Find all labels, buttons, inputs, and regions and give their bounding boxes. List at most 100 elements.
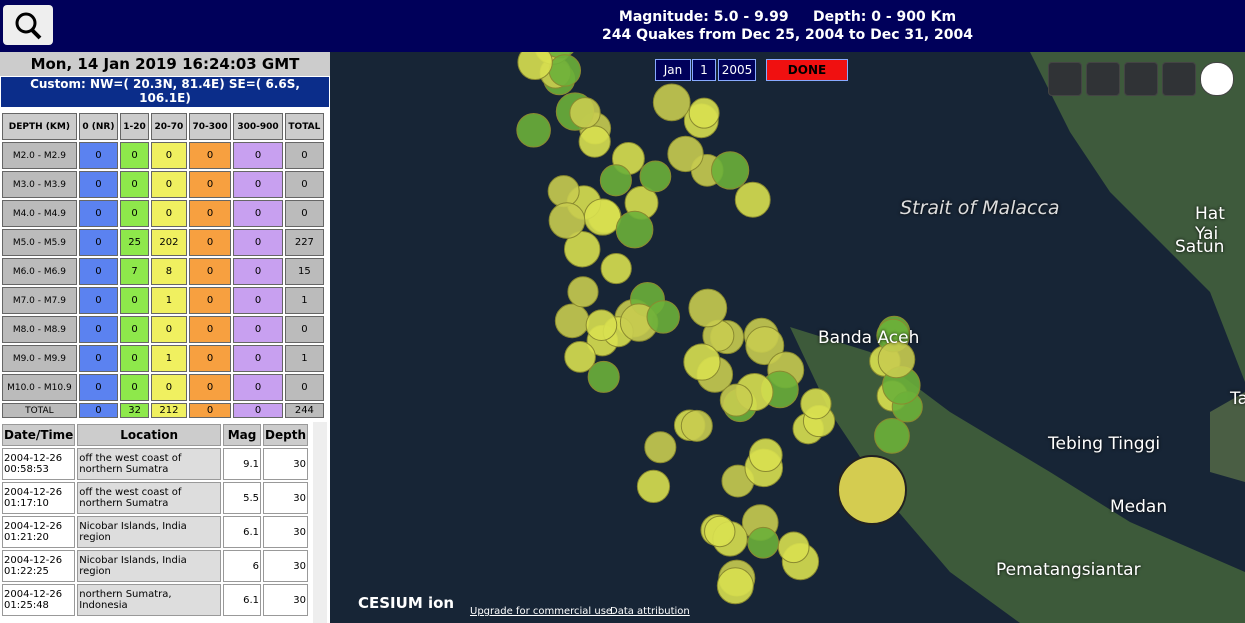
row-label: TOTAL xyxy=(2,403,77,418)
summary: 244 Quakes from Dec 25, 2004 to Dec 31, … xyxy=(601,27,974,43)
quake-marker xyxy=(563,230,601,268)
count-cell: 0 xyxy=(151,200,187,227)
count-cell: 0 xyxy=(188,229,232,256)
cesium-logo: CESIUM ion xyxy=(358,594,455,612)
count-cell: 0 xyxy=(120,316,150,343)
magnitude: 6.1 xyxy=(223,584,262,616)
map-label: Tebing Tinggi xyxy=(1048,434,1161,454)
column-header: Depth xyxy=(263,424,308,446)
count-cell: 0 xyxy=(78,374,119,401)
quake-marker xyxy=(747,526,780,559)
depth: 30 xyxy=(263,516,308,548)
count-cell: 0 xyxy=(233,374,283,401)
count-cell: 0 xyxy=(233,345,283,372)
magnitude: 5.5 xyxy=(223,482,262,514)
quake-marker xyxy=(688,97,720,129)
column-header: 70-300 xyxy=(188,113,232,140)
location: Nicobar Islands, India region xyxy=(77,550,222,582)
count-cell: 0 xyxy=(188,345,232,372)
quake-marker xyxy=(636,469,671,504)
row-label: M3.0 - M3.9 xyxy=(2,171,77,198)
map-canvas xyxy=(516,22,1245,623)
count-cell: 0 xyxy=(151,142,187,169)
quake-marker xyxy=(874,417,910,454)
count-cell: 1 xyxy=(284,345,324,372)
quake-marker xyxy=(800,388,832,420)
quake-marker xyxy=(547,175,580,208)
count-cell: 0 xyxy=(233,142,283,169)
quake-marker xyxy=(615,210,654,249)
quake-marker xyxy=(639,160,672,193)
date-done[interactable]: DONE xyxy=(766,59,848,81)
count-cell: 0 xyxy=(188,258,232,285)
map-label: Tai xyxy=(1230,389,1245,409)
column-header: 20-70 xyxy=(151,113,187,140)
column-header: 300-900 xyxy=(233,113,283,140)
date-month[interactable]: Jan xyxy=(655,59,691,81)
table-row: M8.0 - M8.9 0 0 0 0 0 0 xyxy=(2,316,324,343)
quake-marker xyxy=(710,151,750,190)
scrollbar[interactable] xyxy=(313,422,327,623)
upgrade-link[interactable]: Upgrade for commercial use. xyxy=(470,606,616,617)
table-row: M4.0 - M4.9 0 0 0 0 0 0 xyxy=(2,200,324,227)
quake-marker xyxy=(516,112,551,148)
region: Custom: NW=( 20.3N, 81.4E) SE=( 6.6S, 10… xyxy=(0,76,330,108)
map-label: Hat Yai xyxy=(1195,204,1225,244)
count-cell: 0 xyxy=(151,374,187,401)
quake-marker xyxy=(716,567,754,605)
quake-marker xyxy=(578,125,611,158)
quake-row[interactable]: 2004-12-26 01:22:25 Nicobar Islands, Indi… xyxy=(2,550,308,582)
count-cell: 1 xyxy=(284,287,324,314)
map: Jan 1 2005 DONE Strait of Malacca Hat Yai Satu… xyxy=(330,22,1245,623)
count-cell: 0 xyxy=(233,200,283,227)
row-label: M4.0 - M4.9 xyxy=(2,200,77,227)
quake-row[interactable]: 2004-12-26 01:17:10 off the west coast of… xyxy=(2,482,308,514)
count-cell: 227 xyxy=(284,229,324,256)
count-cell: 0 xyxy=(233,403,283,418)
table-row: M6.0 - M6.9 0 7 8 0 0 15 xyxy=(2,258,324,285)
attribution-link[interactable]: Data attribution xyxy=(610,606,690,617)
map-label: Satun xyxy=(1175,237,1225,257)
quake-marker xyxy=(548,54,582,87)
count-cell: 0 xyxy=(78,171,119,198)
table-row: TOTAL 0 32 212 0 0 244 xyxy=(2,403,324,418)
location: off the west coast of northern Sumatra xyxy=(77,448,222,480)
count-cell: 0 xyxy=(78,258,119,285)
date-time: 2004-12-26 01:25:48 xyxy=(2,584,76,616)
depth: 30 xyxy=(263,550,308,582)
quake-marker xyxy=(688,288,728,328)
quake-marker xyxy=(600,252,632,285)
column-header: Mag xyxy=(223,424,262,446)
quake-row[interactable]: 2004-12-26 01:25:48 northern Sumatra, Ind… xyxy=(2,584,308,616)
date-time: 2004-12-26 01:21:20 xyxy=(2,516,76,548)
quake-marker xyxy=(837,455,907,525)
quake-marker xyxy=(680,409,713,442)
quake-marker xyxy=(564,341,596,373)
quake-list: Date/Time Location Mag Depth 2004-12-26 00:5… xyxy=(0,422,310,618)
column-header: 1-20 xyxy=(120,113,150,140)
quake-marker xyxy=(646,300,680,334)
quake-row[interactable]: 2004-12-26 01:21:20 Nicobar Islands, Indi… xyxy=(2,516,308,548)
toolbar-button[interactable] xyxy=(1162,62,1196,96)
search-button[interactable] xyxy=(3,5,53,45)
count-cell: 0 xyxy=(188,142,232,169)
depth: 30 xyxy=(263,448,308,480)
location: off the west coast of northern Sumatra xyxy=(77,482,222,514)
quake-marker xyxy=(777,531,810,564)
location: Nicobar Islands, India region xyxy=(77,516,222,548)
count-cell: 0 xyxy=(233,229,283,256)
column-header: TOTAL xyxy=(284,113,324,140)
toolbar-button[interactable] xyxy=(1200,62,1234,96)
date-time: 2004-12-26 01:22:25 xyxy=(2,550,76,582)
date-year[interactable]: 2005 xyxy=(718,59,756,81)
toolbar-button[interactable] xyxy=(1048,62,1082,96)
table-row: M7.0 - M7.9 0 0 1 0 0 1 xyxy=(2,287,324,314)
toolbar-button[interactable] xyxy=(1086,62,1120,96)
quake-row[interactable]: 2004-12-26 00:58:53 off the west coast of… xyxy=(2,448,308,480)
toolbar-button[interactable] xyxy=(1124,62,1158,96)
table-row: M10.0 - M10.9 0 0 0 0 0 0 xyxy=(2,374,324,401)
count-cell: 0 xyxy=(188,171,232,198)
date-day[interactable]: 1 xyxy=(692,59,716,81)
quake-marker xyxy=(734,181,771,218)
